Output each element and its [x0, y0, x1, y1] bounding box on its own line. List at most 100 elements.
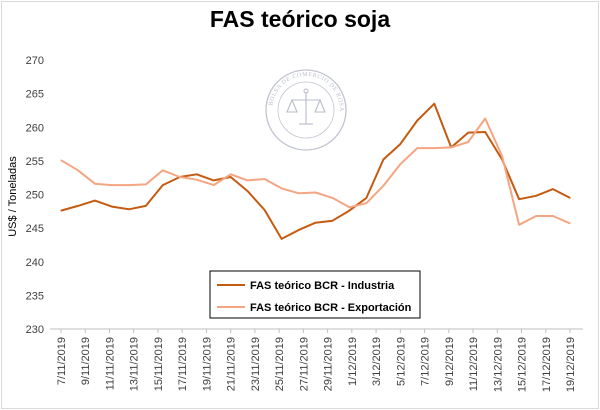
data-point [433, 147, 435, 149]
data-point [348, 210, 350, 212]
y-axis-title: US$ / Toneladas [7, 156, 19, 237]
data-point [60, 210, 62, 212]
x-tick-label: 9/11/2019 [80, 337, 92, 385]
y-tick-label: 245 [26, 223, 44, 235]
data-point [230, 173, 232, 175]
x-tick-label: 17/12/2019 [541, 337, 553, 392]
data-point [450, 146, 452, 148]
data-point [77, 205, 79, 207]
series-line-exportacion [60, 117, 571, 226]
y-tick-label: 255 [26, 156, 44, 168]
data-point [433, 103, 435, 105]
data-point [331, 197, 334, 199]
data-point [331, 220, 334, 222]
data-point [213, 179, 215, 181]
data-point [264, 178, 266, 180]
data-point [484, 117, 486, 120]
data-point [484, 131, 486, 133]
data-point [94, 200, 96, 202]
legend-label: FAS teórico BCR - Exportación [250, 302, 412, 314]
y-tick-label: 230 [26, 324, 44, 336]
data-point [162, 169, 164, 171]
data-point [569, 222, 571, 224]
data-point [230, 176, 232, 178]
data-point [518, 198, 520, 200]
x-tick-label: 7/11/2019 [56, 337, 68, 385]
data-point [314, 222, 317, 224]
series-line-industria [60, 102, 571, 240]
data-point [535, 215, 537, 217]
data-point [264, 209, 266, 211]
legend-box [209, 270, 421, 319]
axes: 230 235 240 245 250 255 260 265 270 US$ / Tonelad… [7, 55, 583, 392]
legend: FAS teórico BCR - Industria FAS teórico B… [209, 270, 421, 319]
data-point [111, 206, 113, 208]
data-point [467, 132, 469, 134]
data-point [247, 190, 249, 192]
x-tick-label: 25/11/2019 [274, 337, 286, 391]
data-point [365, 202, 367, 204]
data-point [297, 229, 300, 231]
seal-watermark: BOLSA DE COMERCIO DE ROSARIO [265, 69, 347, 151]
data-point [213, 184, 215, 186]
y-tick-label: 235 [26, 290, 44, 302]
y-tick-label: 250 [26, 190, 44, 202]
y-tick-label: 270 [26, 55, 44, 67]
x-tick-label: 17/11/2019 [177, 337, 189, 391]
y-tick-label: 265 [26, 89, 44, 101]
data-point [94, 183, 96, 185]
data-point [501, 155, 503, 157]
x-tick-label: 15/12/2019 [517, 337, 529, 392]
chart-title: FAS teórico soja [209, 6, 391, 32]
data-point [552, 188, 554, 190]
data-point [145, 183, 147, 185]
data-point [128, 208, 130, 210]
x-tick-label: 13/12/2019 [492, 337, 504, 392]
x-tick-label: 3/12/2019 [371, 337, 383, 386]
x-tick-label: 21/11/2019 [226, 337, 238, 391]
x-tick-label: 1/12/2019 [347, 337, 359, 386]
data-point [111, 184, 113, 186]
x-tick-label: 11/12/2019 [468, 337, 480, 391]
x-tick-label: 7/12/2019 [420, 337, 432, 386]
data-point [162, 184, 164, 186]
legend-label: FAS teórico BCR - Industria [250, 280, 395, 292]
x-tick-label: 5/12/2019 [395, 337, 407, 386]
data-point [281, 238, 283, 240]
series-layer [60, 102, 571, 240]
x-tick-label: 27/11/2019 [298, 337, 310, 391]
y-tick-label: 260 [26, 122, 44, 134]
data-point [348, 206, 350, 208]
x-tick-label: 11/11/2019 [104, 337, 116, 390]
data-point [314, 191, 317, 194]
data-point [196, 179, 198, 181]
data-point [569, 197, 571, 199]
data-point [77, 169, 79, 171]
data-point [60, 159, 62, 161]
data-point [297, 192, 300, 194]
x-tick-label: 13/11/2019 [129, 337, 141, 391]
data-point [518, 224, 520, 226]
data-point [382, 158, 384, 161]
data-point [179, 176, 181, 178]
data-point [416, 147, 418, 149]
data-point [552, 215, 554, 217]
data-point [399, 163, 401, 165]
data-point [281, 187, 283, 189]
data-point [416, 119, 418, 122]
data-point [535, 195, 537, 197]
data-point [467, 141, 469, 143]
x-tick-label: 15/11/2019 [153, 337, 165, 391]
x-tick-label: 19/11/2019 [201, 337, 213, 391]
seal-scales-icon [286, 88, 326, 125]
data-point [145, 205, 147, 207]
x-tick-label: 29/11/2019 [323, 337, 335, 391]
data-point [247, 179, 249, 181]
y-tick-label: 240 [26, 257, 44, 269]
data-point [399, 143, 401, 145]
data-point [365, 197, 367, 199]
data-point [196, 173, 198, 175]
x-tick-label: 19/12/2019 [565, 337, 577, 392]
